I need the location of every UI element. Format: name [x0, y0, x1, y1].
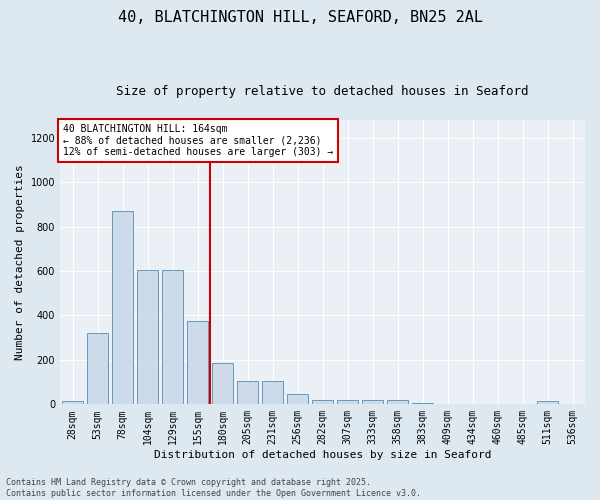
Title: Size of property relative to detached houses in Seaford: Size of property relative to detached ho… [116, 85, 529, 98]
Bar [87, 333, 108, 404]
Bar [337, 400, 358, 404]
Bar [387, 400, 408, 404]
Bar [162, 270, 183, 404]
Text: 40 BLATCHINGTON HILL: 164sqm
← 88% of detached houses are smaller (2,236)
12% of: 40 BLATCHINGTON HILL: 164sqm ← 88% of de… [62, 124, 333, 158]
Bar [312, 400, 333, 404]
Bar [237, 381, 258, 404]
Text: Contains HM Land Registry data © Crown copyright and database right 2025.
Contai: Contains HM Land Registry data © Crown c… [6, 478, 421, 498]
X-axis label: Distribution of detached houses by size in Seaford: Distribution of detached houses by size … [154, 450, 491, 460]
Bar [412, 403, 433, 404]
Bar [362, 400, 383, 404]
Bar [212, 363, 233, 405]
Bar [262, 381, 283, 404]
Bar [537, 402, 558, 404]
Bar [62, 402, 83, 404]
Y-axis label: Number of detached properties: Number of detached properties [15, 164, 25, 360]
Bar [187, 321, 208, 404]
Bar [287, 394, 308, 404]
Bar [137, 270, 158, 404]
Text: 40, BLATCHINGTON HILL, SEAFORD, BN25 2AL: 40, BLATCHINGTON HILL, SEAFORD, BN25 2AL [118, 10, 482, 25]
Bar [112, 211, 133, 404]
